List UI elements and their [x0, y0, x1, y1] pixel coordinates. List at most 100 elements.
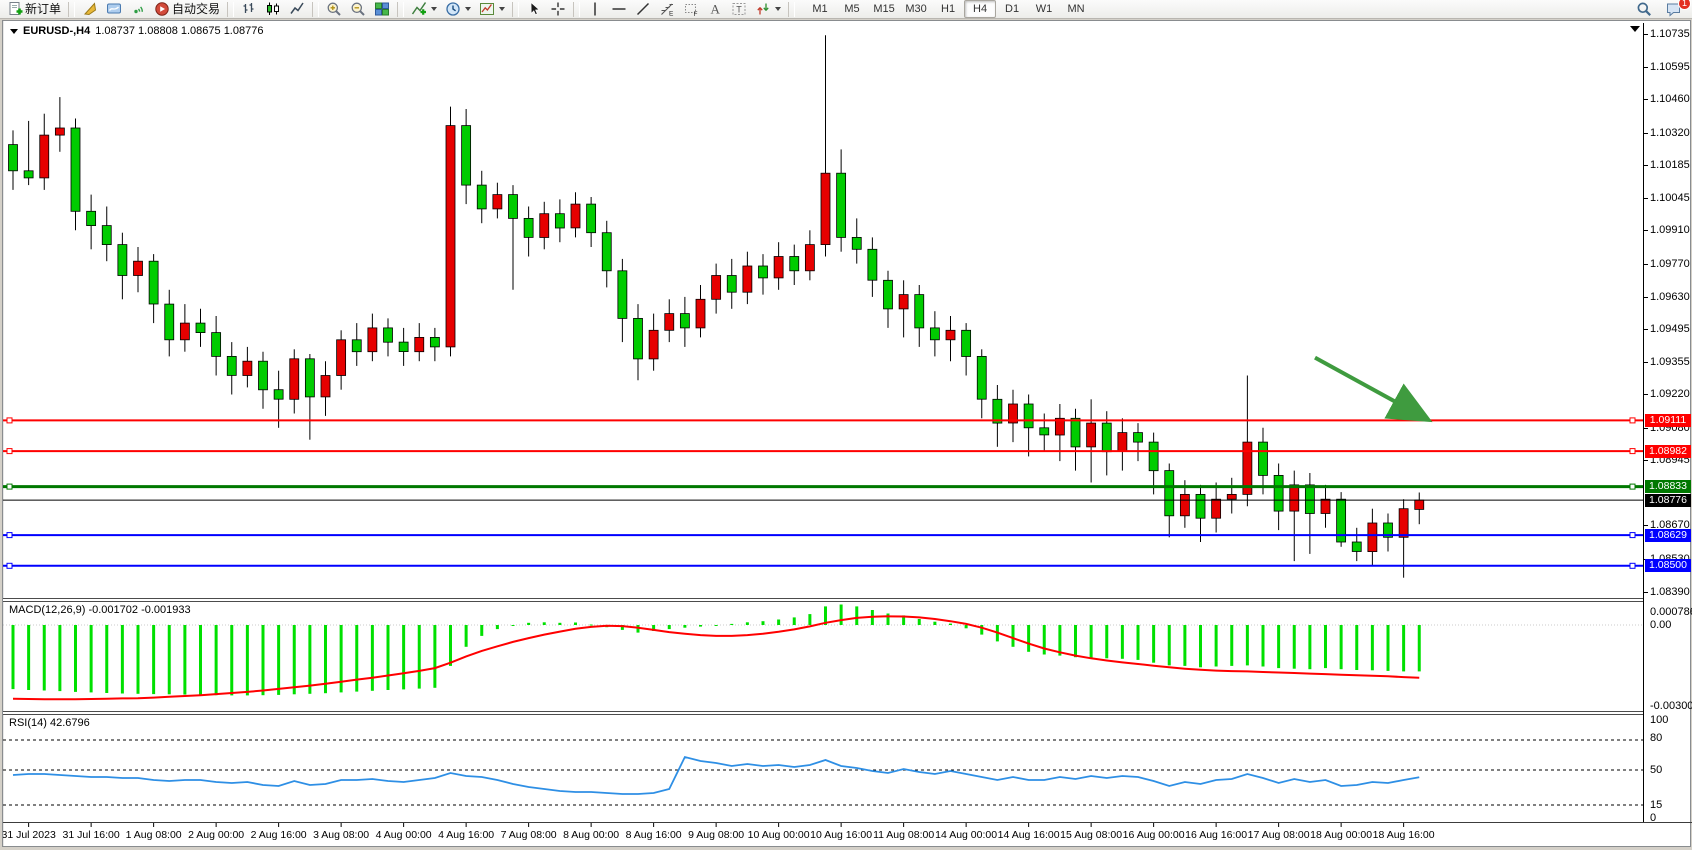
toolbar-button-signal[interactable]: [126, 0, 150, 19]
candle: [1023, 394, 1034, 457]
candle: [148, 254, 159, 324]
candle: [804, 230, 815, 281]
toolbar-button-zoom-out[interactable]: [346, 0, 370, 19]
toolbar-button-trendline[interactable]: [631, 0, 655, 19]
macd-bar: [574, 622, 577, 625]
chevron-down-icon[interactable]: [10, 28, 18, 34]
price-level-label: 1.08833: [1645, 480, 1691, 493]
time-tick-label: 9 Aug 08:00: [688, 829, 744, 841]
price-tick-label: 1.10185: [1650, 159, 1690, 171]
toolbar-button-text-label[interactable]: T: [727, 0, 751, 19]
candle: [867, 237, 878, 297]
timeframe-w1[interactable]: W1: [1035, 3, 1053, 15]
candle: [1211, 482, 1222, 533]
timeframe-m15[interactable]: M15: [873, 3, 895, 15]
chart-bars-icon: [243, 3, 254, 13]
hline-1.08982[interactable]: [3, 448, 1643, 455]
time-axis[interactable]: 31 Jul 2023 31 Jul 16:00 1 Aug 08:00 2 Aug …: [3, 823, 1692, 848]
macd-axis-label: 0.000786: [1650, 606, 1692, 618]
toolbar-button-text[interactable]: A: [703, 0, 727, 19]
candle: [320, 361, 331, 416]
candle: [836, 149, 847, 252]
panel-separator[interactable]: [3, 598, 1643, 602]
timeframe-d1[interactable]: D1: [1005, 3, 1020, 15]
toolbar-button-tile-windows[interactable]: [370, 0, 394, 19]
toolbar-button-auto-trading[interactable]: 自动交易: [150, 0, 224, 19]
rsi-axis-label: 50: [1650, 764, 1663, 776]
macd-bar: [58, 625, 62, 692]
tile-windows-icon: [375, 2, 390, 16]
price-level-label: 1.09111: [1645, 414, 1691, 427]
toolbar-button-fibonacci[interactable]: E: [655, 0, 679, 19]
toolbar-button-chart-line[interactable]: [285, 0, 309, 19]
hline-1.08629[interactable]: [3, 532, 1643, 539]
crosshair-icon: [551, 2, 565, 16]
macd-bar: [949, 623, 952, 625]
timeframe-mn[interactable]: MN: [1067, 3, 1085, 15]
toolbar-button-periods-clock[interactable]: [441, 0, 475, 19]
timeframe-h4[interactable]: H4: [964, 0, 997, 18]
hline-1.08500[interactable]: [3, 562, 1643, 569]
hline-1.08833[interactable]: [3, 483, 1643, 490]
toolbar-button-cursor[interactable]: [522, 0, 546, 19]
macd-bar: [1261, 625, 1265, 667]
toolbar-button-add-indicator[interactable]: [407, 0, 441, 19]
macd-bar: [1402, 625, 1406, 672]
candle: [1226, 477, 1237, 514]
price-tick-label: 1.10735: [1650, 28, 1690, 40]
timeframe-m30[interactable]: M30: [905, 3, 927, 15]
panel-separator[interactable]: [3, 711, 1643, 715]
candle: [1039, 413, 1050, 452]
search-icon: [1637, 2, 1651, 16]
price-chart-panel[interactable]: [3, 23, 1643, 599]
chevron-down-icon: [499, 7, 506, 11]
toolbar-button-gold-seal[interactable]: [78, 0, 102, 19]
chart-title: EURUSD-,H4 1.08737 1.08808 1.08675 1.087…: [10, 25, 263, 37]
toolbar-button-vertical-line[interactable]: [583, 0, 607, 19]
macd-bar: [339, 625, 343, 693]
hline-1.09111[interactable]: [3, 417, 1643, 424]
candle: [226, 342, 237, 395]
toolbar-button-chart-bars[interactable]: [237, 0, 261, 19]
toolbar-button-alerts[interactable]: 1: [1662, 0, 1691, 19]
macd-bar: [292, 625, 296, 695]
toolbar-button-templates[interactable]: [475, 0, 509, 19]
time-tick-label: 31 Jul 16:00: [63, 829, 120, 841]
chevron-down-icon: [775, 7, 782, 11]
macd-bar: [527, 622, 531, 625]
candle: [961, 323, 972, 376]
macd-bar: [1417, 625, 1421, 672]
macd-bar: [386, 625, 390, 690]
time-axis-line: [3, 822, 1692, 823]
time-tick-label: 1 Aug 08:00: [126, 829, 182, 841]
toolbar-button-chart-candles[interactable]: [261, 0, 285, 19]
toolbar-button-arrows[interactable]: [751, 0, 785, 19]
rsi-panel[interactable]: [3, 714, 1643, 822]
timeframe-m5[interactable]: M5: [844, 3, 860, 15]
signal-icon: [134, 6, 143, 14]
chevron-down-icon: [431, 7, 438, 11]
timeframe-h1[interactable]: H1: [941, 3, 956, 15]
macd-bar: [777, 619, 781, 625]
price-tick: [1643, 428, 1648, 429]
macd-bar: [42, 625, 46, 691]
toolbar-button-channel[interactable]: F: [679, 0, 703, 19]
toolbar-button-zoom-in[interactable]: [322, 0, 346, 19]
toolbar-button-trade-watch[interactable]: [102, 0, 126, 19]
candle: [336, 330, 347, 390]
toolbar-button-search[interactable]: [1632, 0, 1656, 19]
toolbar-button-horizontal-line[interactable]: [607, 0, 631, 19]
macd-panel[interactable]: [3, 601, 1643, 711]
auto-trading-icon: [155, 2, 169, 16]
macd-bar: [1308, 625, 1312, 670]
macd-bar: [1089, 625, 1093, 658]
timeframe-m1[interactable]: M1: [812, 3, 828, 15]
candle: [1008, 389, 1018, 443]
candle: [1070, 408, 1081, 471]
toolbar-button-new-order[interactable]: 新订单: [3, 0, 65, 19]
trend-arrow-annotation[interactable]: [1314, 355, 1433, 423]
scale-marker-icon: [1630, 26, 1640, 32]
toolbar-button-crosshair[interactable]: [546, 0, 570, 19]
toolbar-separator: [227, 1, 235, 17]
price-tick-label: 1.09220: [1650, 388, 1690, 400]
